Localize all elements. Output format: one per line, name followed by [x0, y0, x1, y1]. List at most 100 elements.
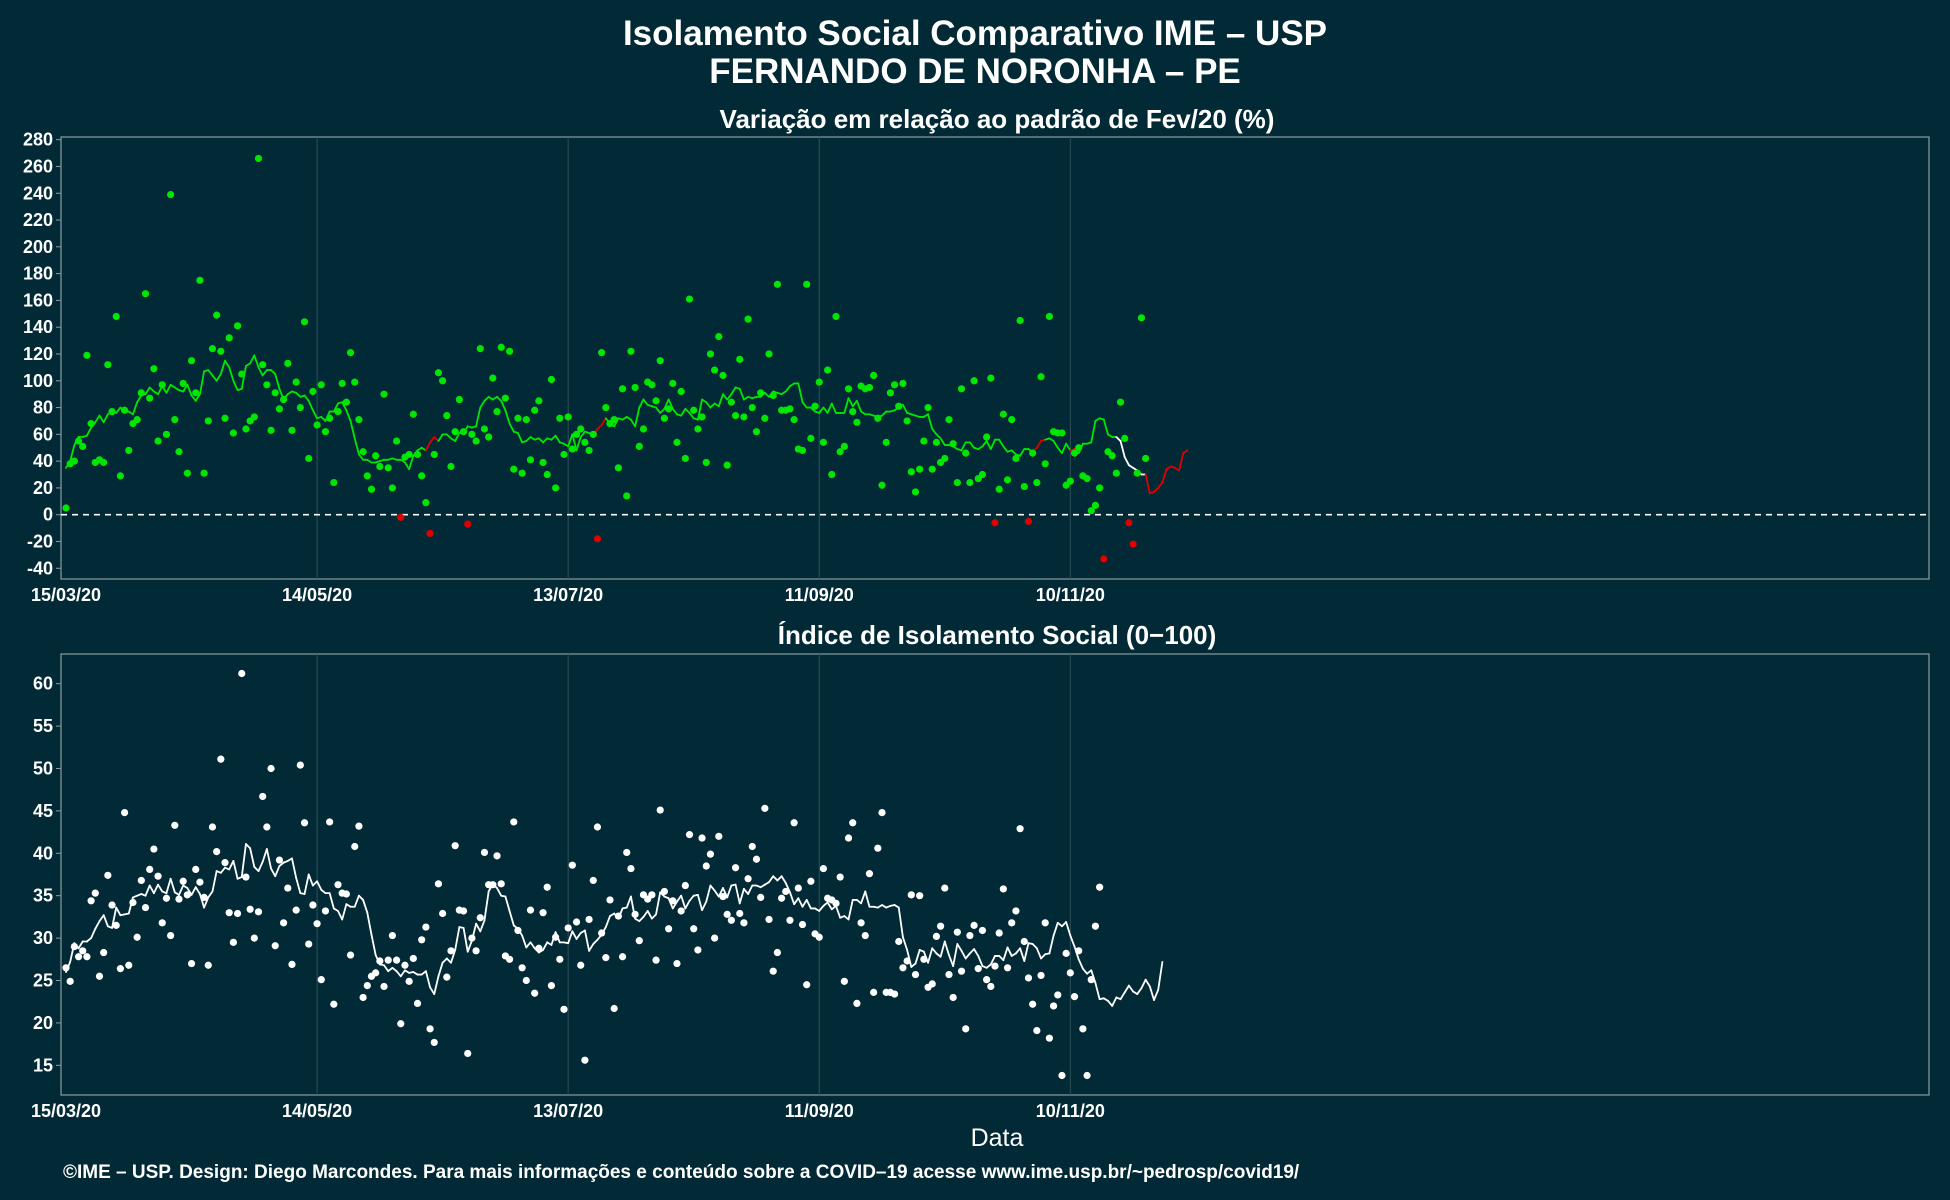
- data-point: [765, 350, 773, 358]
- average-line-segment: [1065, 442, 1072, 452]
- data-point: [849, 819, 857, 827]
- data-point: [836, 448, 844, 456]
- data-point: [376, 462, 384, 471]
- average-line-segment: [1157, 960, 1164, 991]
- average-line-segment: [1090, 420, 1097, 444]
- data-point: [832, 899, 840, 907]
- average-line-segment: [772, 875, 779, 882]
- data-point: [698, 413, 706, 421]
- data-point: [811, 402, 819, 410]
- data-point: [1003, 964, 1012, 972]
- average-line-segment: [1119, 991, 1126, 1001]
- data-point: [807, 877, 815, 885]
- x-tick-label: 15/03/20: [31, 585, 101, 605]
- data-point: [1121, 434, 1129, 442]
- data-point: [271, 389, 279, 397]
- average-line-segment: [219, 866, 226, 874]
- data-point: [518, 469, 526, 477]
- data-point: [263, 381, 271, 389]
- average-line-segment: [77, 940, 84, 950]
- data-point: [936, 922, 945, 930]
- data-point: [443, 973, 451, 981]
- data-point: [108, 407, 116, 416]
- average-line-segment: [684, 407, 691, 414]
- data-point: [987, 374, 995, 382]
- data-point: [752, 428, 761, 436]
- average-line-segment: [671, 900, 678, 910]
- average-line-segment: [1081, 967, 1088, 975]
- average-line-segment: [232, 379, 239, 392]
- data-point: [656, 806, 664, 814]
- average-line-segment: [671, 407, 678, 416]
- data-point: [602, 954, 610, 962]
- data-point: [740, 413, 748, 421]
- average-line-segment: [914, 949, 921, 965]
- data-point: [455, 395, 463, 404]
- average-line-segment: [567, 433, 574, 448]
- data-point: [953, 928, 961, 936]
- data-point: [62, 964, 70, 972]
- average-line-segment: [157, 883, 164, 893]
- average-line-segment: [337, 910, 344, 921]
- data-point: [179, 877, 187, 885]
- data-point: [133, 933, 141, 941]
- data-point: [581, 438, 589, 446]
- data-point: [376, 957, 384, 965]
- data-point: [757, 893, 765, 901]
- y-tick-label: 55: [33, 716, 53, 736]
- y-tick-label: -40: [27, 558, 53, 578]
- average-line-segment: [964, 952, 971, 960]
- data-point: [359, 993, 367, 1002]
- data-point: [585, 446, 593, 455]
- data-point: [1096, 484, 1104, 492]
- average-line-segment: [115, 406, 122, 414]
- data-point: [736, 909, 744, 918]
- data-point: [1024, 517, 1033, 526]
- average-line-segment: [625, 895, 632, 909]
- average-line-segment: [939, 437, 946, 446]
- data-point: [100, 458, 108, 467]
- data-point: [397, 513, 405, 521]
- average-line-segment: [722, 393, 729, 401]
- y-tick-label: 120: [23, 344, 53, 364]
- data-point: [911, 488, 920, 496]
- average-line-segment: [680, 894, 687, 910]
- data-point: [83, 953, 91, 961]
- average-line-segment: [646, 910, 653, 920]
- data-point: [970, 377, 978, 385]
- data-point: [1016, 316, 1024, 325]
- y-tick-label: 160: [23, 290, 53, 310]
- data-point: [589, 430, 597, 438]
- average-line-segment: [655, 406, 662, 414]
- data-point: [836, 873, 844, 881]
- average-line-segment: [504, 895, 511, 912]
- data-point: [706, 350, 715, 358]
- data-point: [1070, 449, 1079, 457]
- data-point: [840, 977, 848, 985]
- average-line-segment: [450, 949, 457, 964]
- data-point: [602, 403, 610, 412]
- data-point: [267, 426, 275, 434]
- data-point: [296, 403, 304, 412]
- data-point: [899, 964, 907, 972]
- average-line-segment: [734, 883, 741, 905]
- data-point: [673, 959, 681, 968]
- average-line-segment: [136, 394, 143, 404]
- data-point: [196, 276, 204, 284]
- data-point: [238, 669, 246, 678]
- average-line-segment: [1119, 440, 1126, 459]
- average-line-segment: [1115, 436, 1122, 442]
- data-point: [660, 887, 669, 896]
- average-line-segment: [989, 438, 996, 450]
- data-point: [300, 318, 309, 326]
- data-point: [677, 387, 685, 396]
- data-point: [116, 965, 125, 973]
- average-line-segment: [270, 867, 277, 878]
- data-point: [1008, 416, 1016, 424]
- data-point: [777, 894, 786, 902]
- data-point: [685, 831, 694, 839]
- data-point: [953, 478, 961, 487]
- data-point: [213, 311, 221, 319]
- data-point: [309, 387, 317, 396]
- average-line-segment: [747, 884, 754, 895]
